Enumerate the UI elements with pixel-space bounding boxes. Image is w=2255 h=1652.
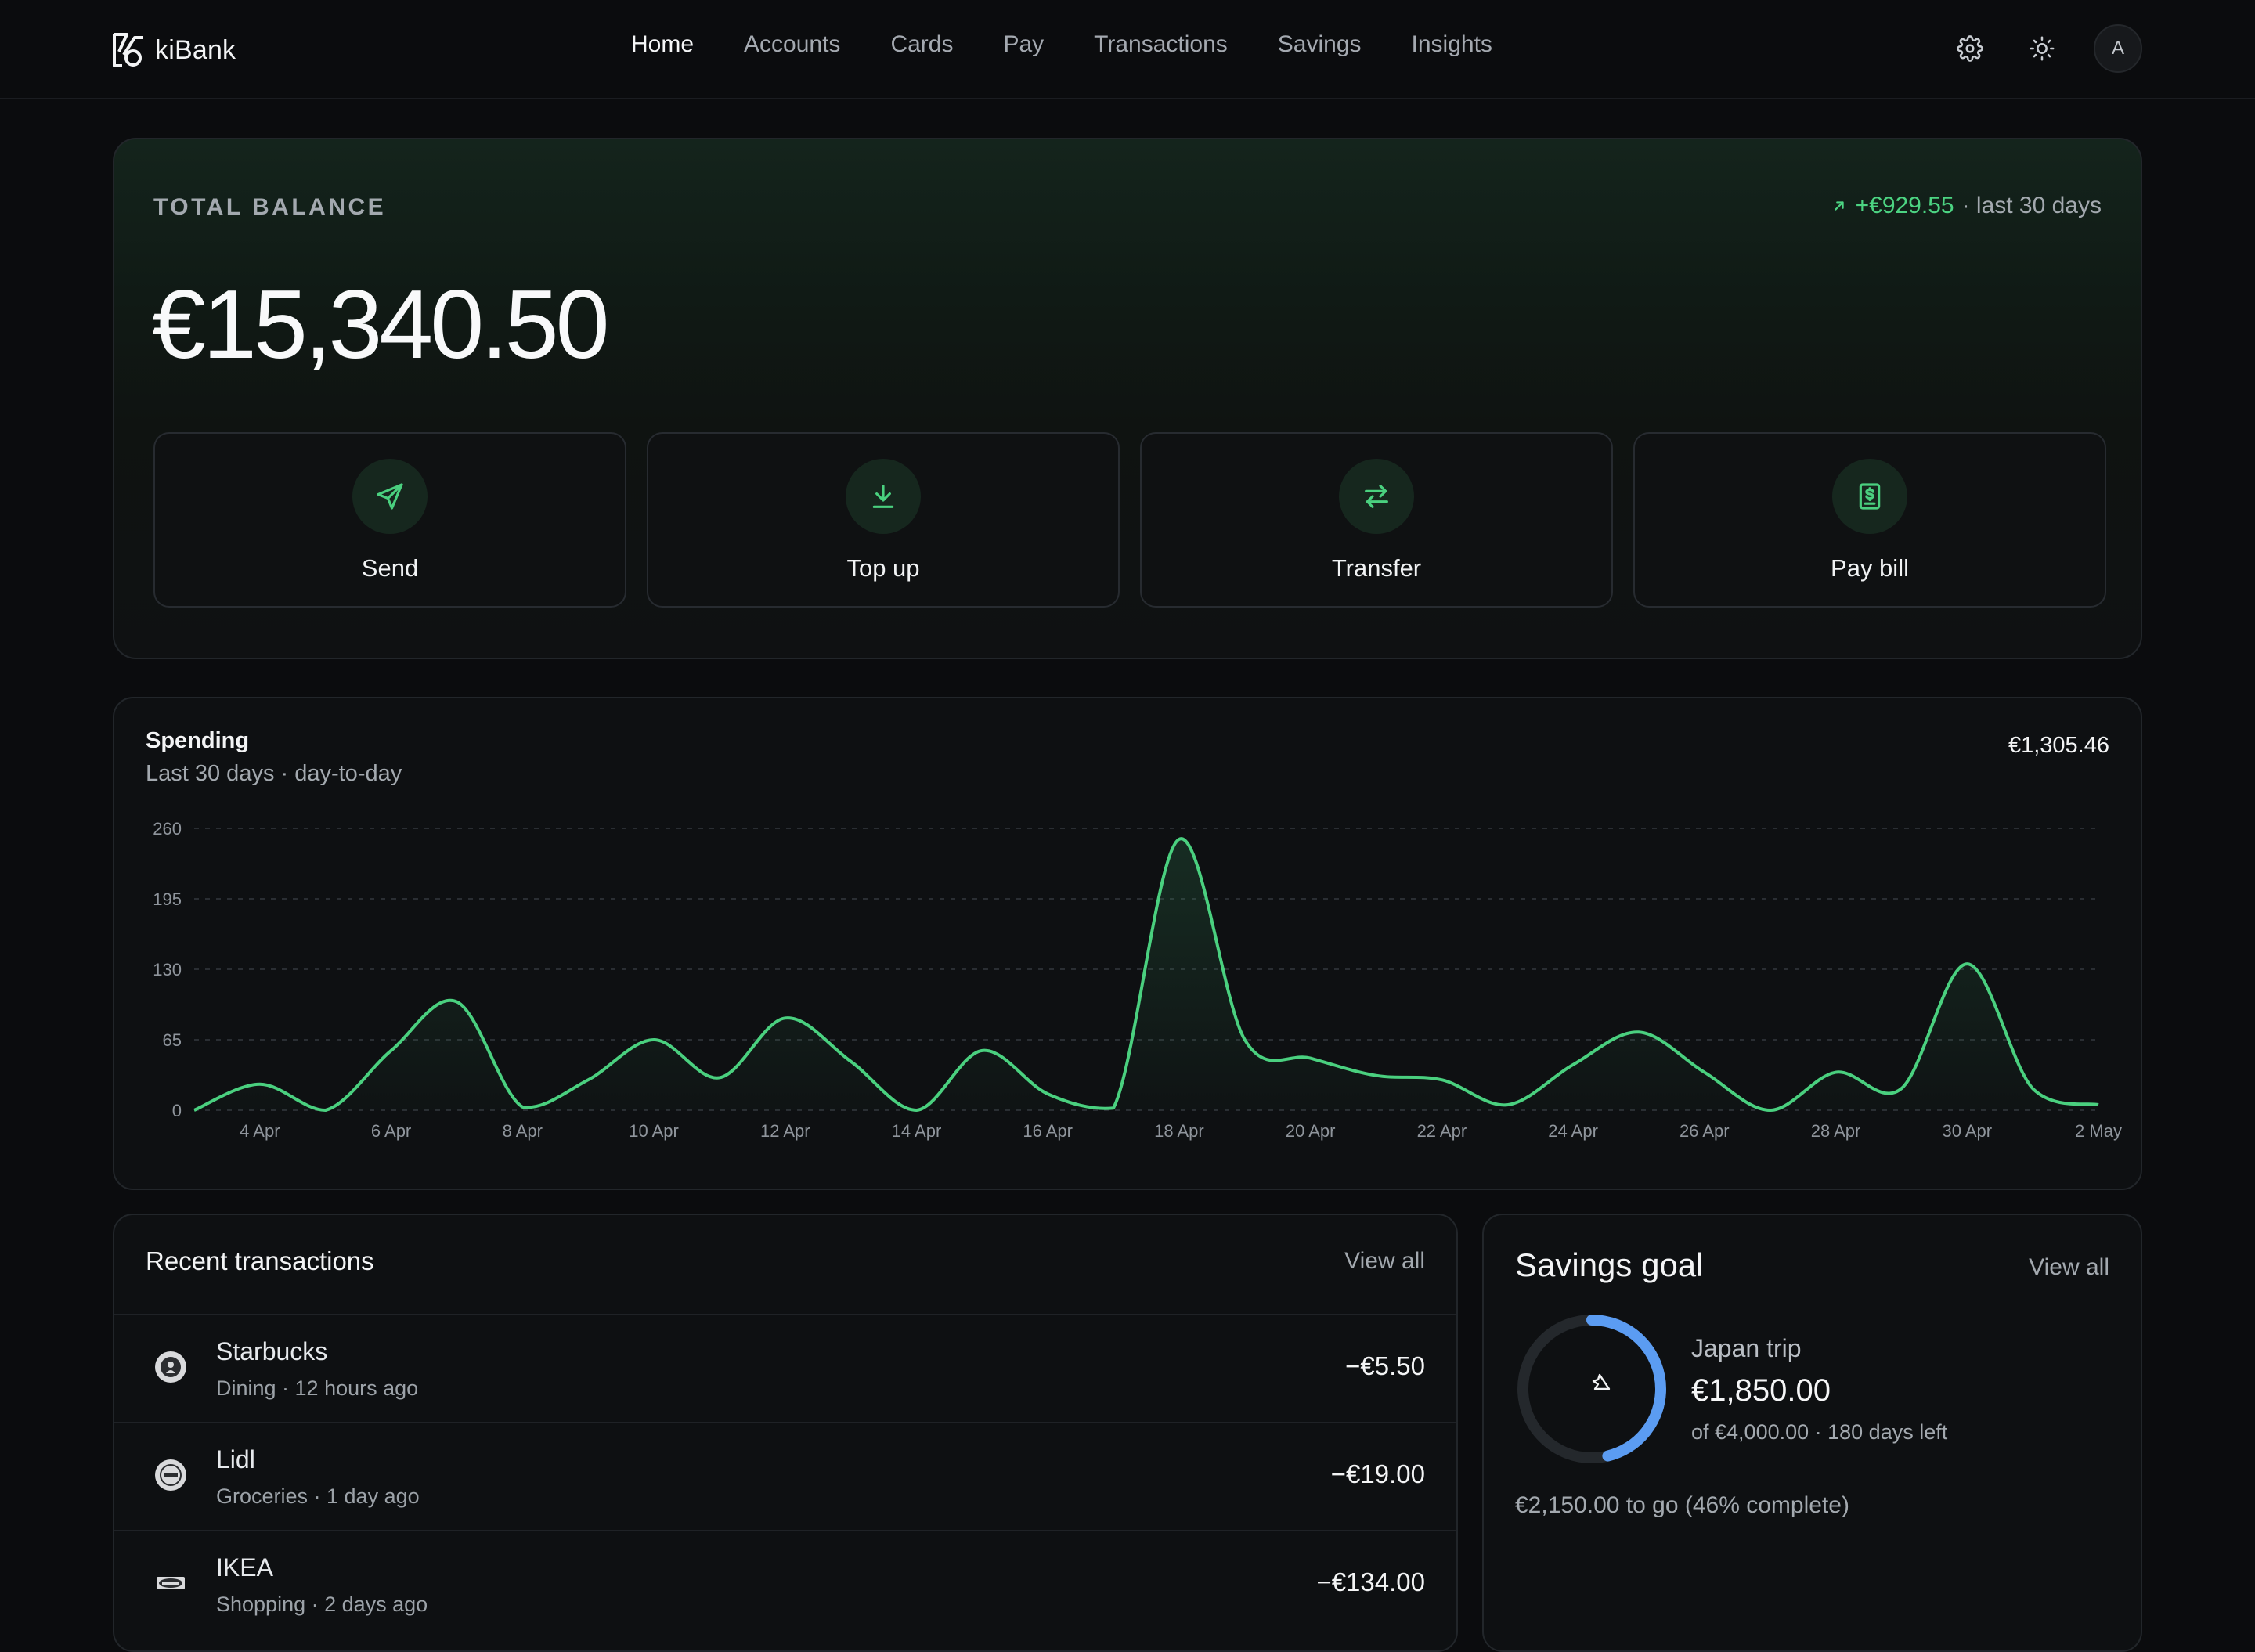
spending-title: Spending bbox=[146, 728, 250, 753]
transaction-name: IKEA bbox=[216, 1553, 273, 1582]
spending-card: Spending Last 30 days · day-to-day €1,30… bbox=[113, 697, 2142, 1190]
transactions-view-all-link[interactable]: View all bbox=[1344, 1248, 1425, 1274]
transaction-name: Lidl bbox=[216, 1445, 255, 1473]
top-up-label: Top up bbox=[846, 554, 920, 582]
starbucks-logo-icon bbox=[155, 1351, 186, 1383]
y-tick-label: 0 bbox=[172, 1101, 182, 1120]
transaction-amount: −€19.00 bbox=[1330, 1459, 1425, 1488]
savings-goal-title: Savings goal bbox=[1515, 1246, 1704, 1283]
gear-icon bbox=[1957, 35, 1983, 62]
spending-total: €1,305.46 bbox=[2008, 733, 2109, 758]
x-tick-label: 30 Apr bbox=[1942, 1121, 1992, 1141]
nav-item-cards[interactable]: Cards bbox=[890, 31, 954, 57]
savings-progress-ring bbox=[1517, 1315, 1666, 1463]
savings-goal-meta: of €4,000.00 · 180 days left bbox=[1691, 1420, 1948, 1444]
main-nav: Home Accounts Cards Pay Transactions Sav… bbox=[631, 31, 1542, 58]
spending-subtitle: Last 30 days · day-to-day bbox=[146, 761, 402, 786]
nav-item-home[interactable]: Home bbox=[631, 31, 695, 57]
send-button[interactable]: Send bbox=[153, 432, 626, 608]
recent-transactions-card: Recent transactions View all Starbucks D… bbox=[113, 1214, 1458, 1652]
transfer-icon-wrap bbox=[1339, 459, 1414, 534]
balance-change: +€929.55 · last 30 days bbox=[1831, 193, 2102, 219]
settings-button[interactable] bbox=[1950, 23, 1990, 74]
y-tick-label: 130 bbox=[153, 960, 182, 979]
transaction-meta: Groceries · 1 day ago bbox=[216, 1484, 420, 1508]
transaction-meta: Shopping · 2 days ago bbox=[216, 1592, 428, 1616]
theme-toggle-button[interactable] bbox=[2022, 23, 2062, 74]
plane-icon bbox=[1592, 1373, 1611, 1390]
transaction-meta: Dining · 12 hours ago bbox=[216, 1376, 419, 1400]
spending-line bbox=[193, 837, 2099, 1112]
savings-goal-card: Savings goal View all Japan trip €1,850.… bbox=[1482, 1214, 2142, 1652]
top-up-icon-wrap bbox=[846, 459, 921, 534]
transaction-list: Starbucks Dining · 12 hours ago −€5.50 L… bbox=[114, 1314, 1456, 1638]
nav-item-savings[interactable]: Savings bbox=[1277, 31, 1362, 57]
x-tick-label: 20 Apr bbox=[1286, 1121, 1336, 1141]
top-navigation-bar: kiBank Home Accounts Cards Pay Transacti… bbox=[0, 0, 2255, 99]
nav-item-transactions[interactable]: Transactions bbox=[1094, 31, 1228, 57]
lidl-logo-icon bbox=[155, 1459, 186, 1491]
transaction-row-ikea[interactable]: IKEA Shopping · 2 days ago −€134.00 bbox=[114, 1530, 1456, 1638]
total-balance-amount: €15,340.50 bbox=[152, 271, 610, 379]
sun-icon bbox=[2030, 36, 2055, 61]
x-tick-label: 4 Apr bbox=[240, 1121, 280, 1141]
bill-icon bbox=[1859, 483, 1881, 510]
pay-bill-button[interactable]: Pay bill bbox=[1633, 432, 2106, 608]
nav-item-pay[interactable]: Pay bbox=[1003, 31, 1045, 57]
x-tick-label: 12 Apr bbox=[760, 1121, 810, 1141]
x-tick-label: 14 Apr bbox=[892, 1121, 942, 1141]
x-tick-label: 26 Apr bbox=[1680, 1121, 1730, 1141]
x-tick-label: 16 Apr bbox=[1023, 1121, 1073, 1141]
x-tick-label: 6 Apr bbox=[371, 1121, 411, 1141]
top-up-button[interactable]: Top up bbox=[647, 432, 1120, 608]
avatar[interactable]: A bbox=[2094, 24, 2142, 73]
total-balance-card: TOTAL BALANCE +€929.55 · last 30 days €1… bbox=[113, 138, 2142, 659]
recent-transactions-title: Recent transactions bbox=[146, 1246, 374, 1275]
nav-item-insights[interactable]: Insights bbox=[1411, 31, 1492, 57]
x-tick-label: 10 Apr bbox=[629, 1121, 679, 1141]
send-icon-wrap bbox=[352, 459, 428, 534]
arrow-up-right-icon bbox=[1834, 201, 1844, 211]
savings-goal-name: Japan trip bbox=[1691, 1334, 1802, 1362]
transfer-icon bbox=[1365, 485, 1388, 508]
savings-saved-amount: €1,850.00 bbox=[1691, 1373, 1831, 1408]
x-tick-label: 18 Apr bbox=[1154, 1121, 1204, 1141]
transfer-button[interactable]: Transfer bbox=[1140, 432, 1613, 608]
x-tick-label: 22 Apr bbox=[1417, 1121, 1467, 1141]
spending-area bbox=[194, 839, 2098, 1110]
total-balance-label: TOTAL BALANCE bbox=[153, 194, 387, 220]
y-tick-label: 260 bbox=[153, 819, 182, 839]
transaction-row-lidl[interactable]: Lidl Groceries · 1 day ago −€19.00 bbox=[114, 1422, 1456, 1530]
savings-view-all-link[interactable]: View all bbox=[2029, 1254, 2109, 1280]
spending-chart[interactable]: 0 65 130 195 260 4 Apr 6 Apr 8 Apr 10 Apr 12 Apr 1… bbox=[114, 698, 2144, 1192]
transaction-name: Starbucks bbox=[216, 1337, 328, 1365]
savings-remaining: €2,150.00 to go (46% complete) bbox=[1515, 1492, 1849, 1518]
brand-logo[interactable]: kiBank bbox=[111, 31, 236, 69]
header-actions: A bbox=[1950, 23, 2142, 74]
balance-change-period: · last 30 days bbox=[1961, 193, 2102, 218]
quick-actions: Send Top up Transfer bbox=[153, 432, 2106, 608]
transaction-amount: −€134.00 bbox=[1316, 1567, 1425, 1596]
y-tick-label: 195 bbox=[153, 889, 182, 909]
x-tick-label: 28 Apr bbox=[1811, 1121, 1861, 1141]
download-icon bbox=[872, 485, 894, 508]
transfer-label: Transfer bbox=[1331, 554, 1422, 582]
send-icon bbox=[377, 483, 403, 510]
kibank-logo-icon bbox=[113, 33, 143, 67]
pay-bill-label: Pay bill bbox=[1831, 554, 1909, 582]
savings-progress-arc bbox=[1517, 1315, 1666, 1463]
balance-change-amount: +€929.55 bbox=[1855, 193, 1954, 218]
x-tick-label: 2 May bbox=[2075, 1121, 2122, 1141]
x-tick-label: 24 Apr bbox=[1548, 1121, 1598, 1141]
nav-item-accounts[interactable]: Accounts bbox=[744, 31, 841, 57]
y-tick-label: 65 bbox=[163, 1030, 182, 1050]
brand-name: kiBank bbox=[155, 34, 236, 65]
ikea-logo-icon bbox=[155, 1567, 186, 1599]
pay-bill-icon-wrap bbox=[1832, 459, 1907, 534]
transaction-row-starbucks[interactable]: Starbucks Dining · 12 hours ago −€5.50 bbox=[114, 1314, 1456, 1422]
x-tick-label: 8 Apr bbox=[503, 1121, 543, 1141]
transaction-amount: −€5.50 bbox=[1345, 1351, 1425, 1380]
send-label: Send bbox=[361, 554, 419, 582]
